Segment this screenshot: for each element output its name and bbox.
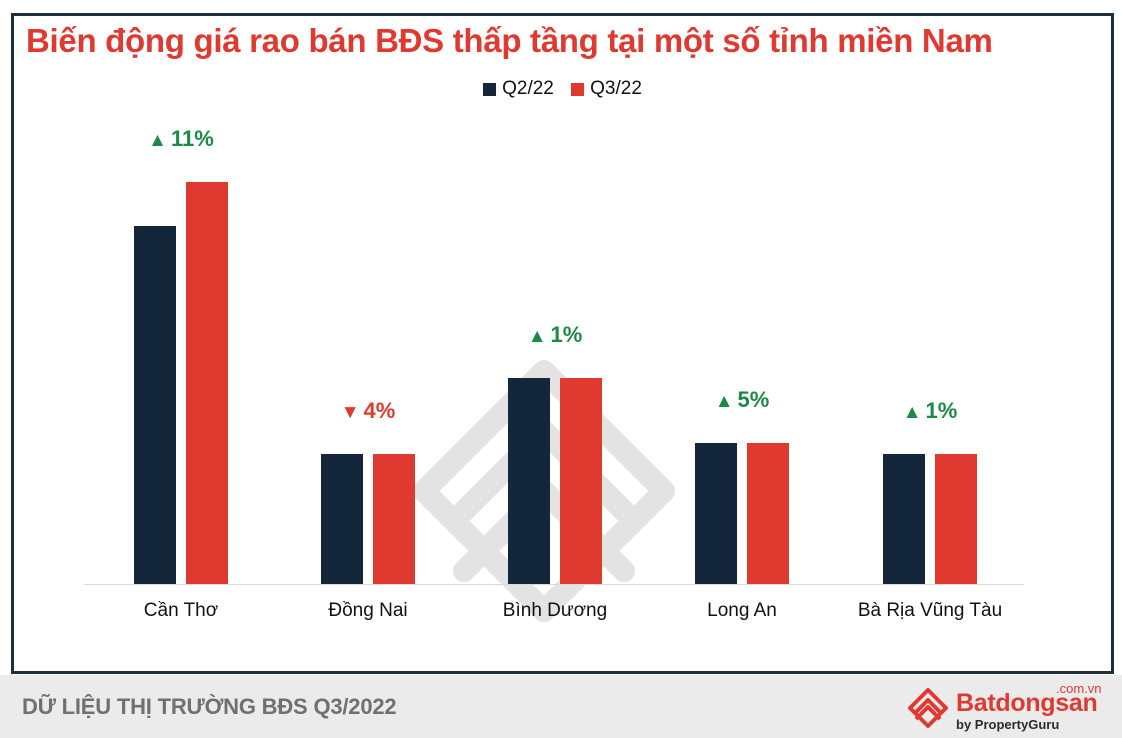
change-annotation: ▲ 1% (485, 322, 625, 348)
legend-swatch-q2 (483, 82, 497, 96)
triangle-up-icon: ▲ (527, 326, 547, 347)
logo-brand: Batdongsan (956, 689, 1098, 717)
bar-q2 (883, 454, 925, 584)
change-annotation: ▲ 5% (672, 387, 812, 413)
bar-q3 (373, 454, 415, 584)
bar-q2 (508, 378, 550, 584)
change-value: 11% (170, 126, 214, 151)
bar-q3 (935, 454, 977, 584)
bar-q3 (747, 443, 789, 584)
triangle-up-icon: ▲ (902, 402, 922, 423)
triangle-down-icon: ▼ (340, 402, 360, 423)
plot-area: Cần Thơ ▲ 11% Đồng Nai ▼ 4% Bình Dương ▲ 1% Long … (14, 16, 1111, 671)
legend-label-q2: Q2/22 (502, 78, 554, 99)
legend-item-q2: Q2/22 (483, 78, 554, 100)
house-logo-icon (908, 688, 948, 728)
legend-label-q3: Q3/22 (590, 78, 642, 99)
x-axis-baseline (84, 584, 1024, 585)
triangle-up-icon: ▲ (148, 130, 167, 151)
footer: DỮ LIỆU THỊ TRƯỜNG BĐS Q3/2022 .com.vn B… (0, 675, 1122, 738)
footer-text: DỮ LIỆU THỊ TRƯỜNG BĐS Q3/2022 (22, 694, 397, 719)
legend-swatch-q3 (571, 82, 585, 96)
bar-q3 (560, 378, 602, 584)
category-label: Cần Thơ (143, 600, 219, 621)
chart-title: Biến động giá rao bán BĐS thấp tầng tại … (26, 22, 993, 59)
change-annotation: ▲ 11% (111, 126, 251, 152)
bar-q2 (134, 226, 176, 584)
logo-domain: .com.vn (1056, 681, 1102, 696)
legend: Q2/22 Q3/22 (14, 78, 1111, 102)
change-value: 5% (737, 387, 770, 412)
category-label: Bình Dương (502, 600, 608, 621)
category-label: Bà Rịa Vũng Tàu (857, 600, 1003, 621)
logo-by: by PropertyGuru (956, 717, 1060, 732)
change-value: 1% (550, 322, 583, 347)
change-annotation: ▼ 4% (298, 398, 438, 424)
category-label: Đồng Nai (328, 600, 408, 621)
chart-frame: Biến động giá rao bán BĐS thấp tầng tại … (11, 13, 1114, 674)
change-value: 4% (363, 398, 396, 423)
legend-item-q3: Q3/22 (571, 78, 642, 100)
category-label: Long An (707, 600, 777, 621)
change-value: 1% (925, 398, 958, 423)
bar-q2 (321, 454, 363, 584)
batdongsan-logo[interactable]: .com.vn Batdongsan by PropertyGuru (906, 681, 1106, 735)
bar-q2 (695, 443, 737, 584)
change-annotation: ▲ 1% (860, 398, 1000, 424)
triangle-up-icon: ▲ (714, 391, 734, 412)
bar-q3 (186, 182, 228, 584)
